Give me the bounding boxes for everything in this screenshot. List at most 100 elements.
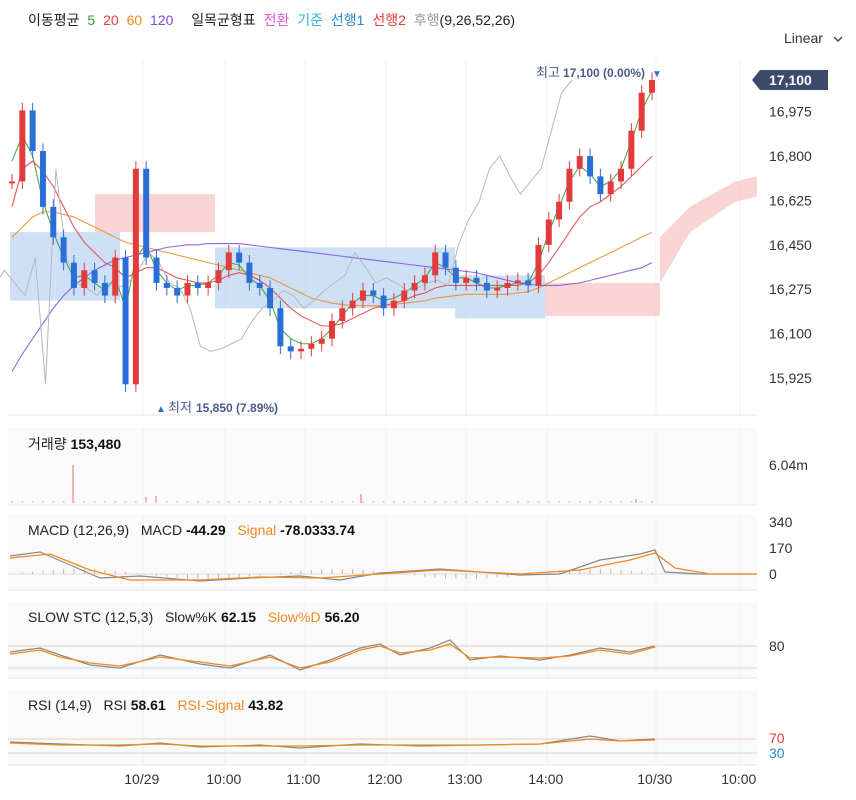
volume-bar [372, 501, 375, 503]
macd-axis-tick: 170 [769, 540, 793, 556]
ma-60-line [11, 211, 653, 307]
candle-body [649, 80, 655, 93]
macd-signal-label: Signal [237, 522, 277, 538]
candle-body [112, 257, 119, 296]
ma-120-line [11, 243, 653, 372]
volume-bar [527, 501, 530, 503]
volume-pane-label: 거래량 153,480 [28, 434, 121, 454]
candle-body [442, 252, 449, 268]
price-tick-label: 16,275 [769, 281, 812, 297]
candle-body [390, 300, 397, 309]
rsi-signal-value: 43.82 [248, 697, 284, 713]
volume-bar [506, 501, 509, 503]
stoch-d-line [9, 643, 656, 669]
volume-bar [351, 501, 354, 503]
volume-bar [651, 501, 653, 503]
macd-pane-label: MACD (12,26,9) MACD -44.29 Signal -78.03… [28, 522, 355, 538]
stoch-pane-label: SLOW STC (12,5,3) Slow%K 62.15 Slow%D 56… [28, 609, 360, 625]
stoch-d-label: Slow%D [267, 609, 321, 625]
candle-body [628, 130, 635, 169]
low-marker: ▲ [156, 404, 166, 415]
candle-body [535, 244, 542, 286]
volume-bar [360, 494, 362, 503]
volume-bar [217, 501, 220, 503]
volume-bar [176, 501, 179, 503]
volume-bar [31, 501, 34, 503]
macd-line-label: MACD [140, 522, 183, 538]
ichimoku-item-base: 기준 [297, 12, 324, 28]
ma-title: 이동평균 [28, 12, 80, 28]
volume-bar [635, 499, 637, 503]
volume-bar [320, 501, 323, 503]
volume-bar [341, 501, 344, 503]
candle-body [308, 343, 315, 349]
candle-body [194, 282, 201, 288]
candle-body [29, 110, 36, 152]
candle-body [60, 237, 67, 263]
volume-bar [145, 501, 148, 503]
sub-pane-bg [8, 515, 757, 590]
candle-body [101, 282, 108, 296]
rsi-signal-line [9, 738, 656, 747]
ichimoku-item-conversion: 전환 [263, 12, 290, 28]
candle-body [452, 267, 459, 283]
macd-axis-tick: 340 [769, 514, 793, 530]
candle-body [318, 338, 325, 344]
volume-bar [630, 501, 633, 503]
candle-body [494, 287, 501, 291]
scale-toggle-button[interactable]: Linear [784, 30, 843, 46]
volume-bar [186, 501, 189, 503]
rsi-pane-label: RSI (14,9) RSI 58.61 RSI-Signal 43.82 [28, 697, 283, 713]
price-tick-label: 16,975 [769, 104, 812, 120]
candle-body [184, 282, 191, 296]
candle-body [19, 110, 26, 182]
chevron-down-icon [833, 30, 843, 46]
volume-bar [238, 501, 241, 503]
volume-bar [72, 501, 75, 503]
candle-body [576, 156, 583, 169]
volume-bar [289, 501, 292, 503]
price-tick-label: 16,450 [769, 237, 812, 253]
candle-body [607, 181, 614, 195]
low-annotation-label: 최저 [168, 400, 192, 415]
volume-bar [444, 501, 447, 503]
volume-bar [331, 501, 333, 503]
macd-signal-line [9, 552, 757, 581]
rsi-axis-tick-70: 70 [769, 730, 785, 746]
volume-bar [227, 501, 230, 503]
macd-value: -44.29 [185, 522, 226, 538]
low-annotation-value: 15,850 (7.89%) [196, 401, 278, 415]
volume-bar [114, 501, 117, 503]
price-tick-label: 16,625 [769, 192, 812, 208]
volume-bar [537, 501, 540, 503]
candle-body [473, 277, 480, 283]
volume-bar [496, 501, 499, 503]
volume-bar [103, 501, 106, 503]
volume-bar [568, 501, 571, 503]
volume-bar [516, 501, 519, 503]
stoch-k-value: 62.15 [220, 609, 257, 625]
candle-body [163, 282, 170, 288]
candle-body [267, 287, 274, 309]
candle-body [132, 168, 139, 385]
sub-pane-bg [8, 602, 757, 678]
volume-bar [599, 501, 602, 503]
candle-body [81, 270, 88, 288]
high-annotation-label: 최고 [536, 65, 560, 80]
volume-bar [196, 501, 199, 503]
ichimoku-item-span1: 선행1 [330, 12, 365, 28]
candle-body [329, 320, 335, 339]
stoch-k-line [9, 639, 656, 671]
ma-period-60: 60 [126, 12, 143, 28]
candle-body [359, 290, 366, 301]
candle-body [205, 282, 212, 288]
rsi-axis-tick-30: 30 [769, 745, 785, 761]
volume-bar [423, 501, 426, 503]
time-tick-label: 12:00 [367, 771, 402, 787]
candle-body [339, 308, 346, 321]
ichimoku-cloud-down [455, 275, 545, 319]
ma-period-120: 120 [150, 12, 174, 28]
candle-body [9, 181, 15, 184]
